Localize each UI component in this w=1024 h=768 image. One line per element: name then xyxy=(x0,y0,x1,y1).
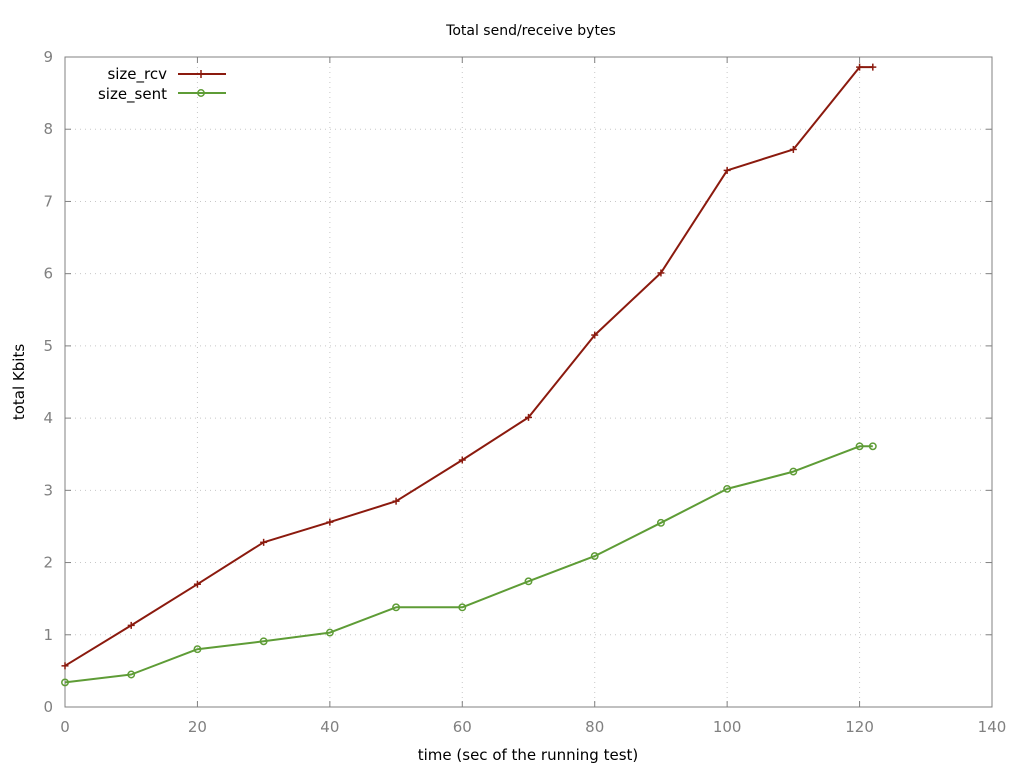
series-size-rcv xyxy=(61,63,877,670)
data-series xyxy=(61,63,877,687)
grid-lines xyxy=(65,57,992,707)
data-point-plus xyxy=(869,63,877,71)
x-tick-label: 0 xyxy=(60,718,70,736)
data-point-plus xyxy=(723,166,731,174)
plot-axes xyxy=(64,56,993,708)
x-tick-label: 80 xyxy=(585,718,604,736)
data-point-circle xyxy=(458,603,467,612)
data-point-plus xyxy=(193,580,201,588)
y-axis-label: total Kbits xyxy=(10,344,28,420)
legend-marker-size-rcv xyxy=(197,70,205,78)
y-tick-label: 5 xyxy=(43,337,53,355)
x-tick-label: 20 xyxy=(188,718,207,736)
chart-title: Total send/receive bytes xyxy=(445,23,616,39)
y-tick-label: 3 xyxy=(43,481,53,499)
x-tick-label: 40 xyxy=(320,718,339,736)
y-tick-label: 6 xyxy=(43,265,53,283)
axis-ticks: 0 20 40 60 80 100 120 140 0 1 2 3 4 5 6 7 8 9 xyxy=(43,48,1006,736)
data-point-circle xyxy=(855,442,864,451)
data-point-plus xyxy=(525,413,532,421)
data-point-plus xyxy=(326,518,334,526)
x-tick-label: 60 xyxy=(453,718,472,736)
x-tick-label: 120 xyxy=(845,718,874,736)
y-tick-label: 4 xyxy=(43,409,53,427)
x-tick-label: 100 xyxy=(713,718,742,736)
y-tick-label: 7 xyxy=(43,192,53,210)
data-point-plus xyxy=(591,331,599,339)
legend-label-size-rcv: size_rcv xyxy=(107,65,167,84)
data-point-circle xyxy=(392,603,401,612)
data-point-circle xyxy=(868,442,877,451)
data-point-plus xyxy=(657,269,665,277)
y-tick-label: 8 xyxy=(43,120,53,138)
y-tick-label: 0 xyxy=(43,698,53,716)
data-point-circle xyxy=(325,628,334,637)
y-tick-label: 9 xyxy=(43,48,53,66)
legend-label-size-sent: size_sent xyxy=(98,85,167,104)
data-point-plus xyxy=(260,538,268,546)
series-line xyxy=(64,66,873,667)
series-line xyxy=(64,445,873,684)
y-tick-label: 2 xyxy=(43,554,53,572)
legend-marker-size-sent xyxy=(197,89,205,97)
data-point-plus xyxy=(392,497,400,505)
data-point-circle xyxy=(61,678,69,687)
data-point-circle xyxy=(789,467,798,476)
data-point-circle xyxy=(127,670,136,679)
data-point-circle xyxy=(590,552,599,561)
data-point-circle xyxy=(656,518,665,527)
x-axis-label: time (sec of the running test) xyxy=(418,746,639,764)
plot-frame xyxy=(64,56,993,708)
data-point-plus xyxy=(789,145,797,153)
data-point-plus xyxy=(61,662,69,670)
data-point-plus xyxy=(127,621,135,629)
data-point-circle xyxy=(524,577,533,586)
legend: size_rcv size_sent xyxy=(98,65,226,104)
data-point-plus xyxy=(458,456,466,464)
data-point-circle xyxy=(723,484,732,493)
data-point-plus xyxy=(856,63,864,71)
data-point-circle xyxy=(193,645,202,654)
data-point-circle xyxy=(259,637,268,646)
y-tick-label: 1 xyxy=(43,626,53,644)
x-tick-label: 140 xyxy=(978,718,1007,736)
series-size-sent xyxy=(61,442,877,687)
